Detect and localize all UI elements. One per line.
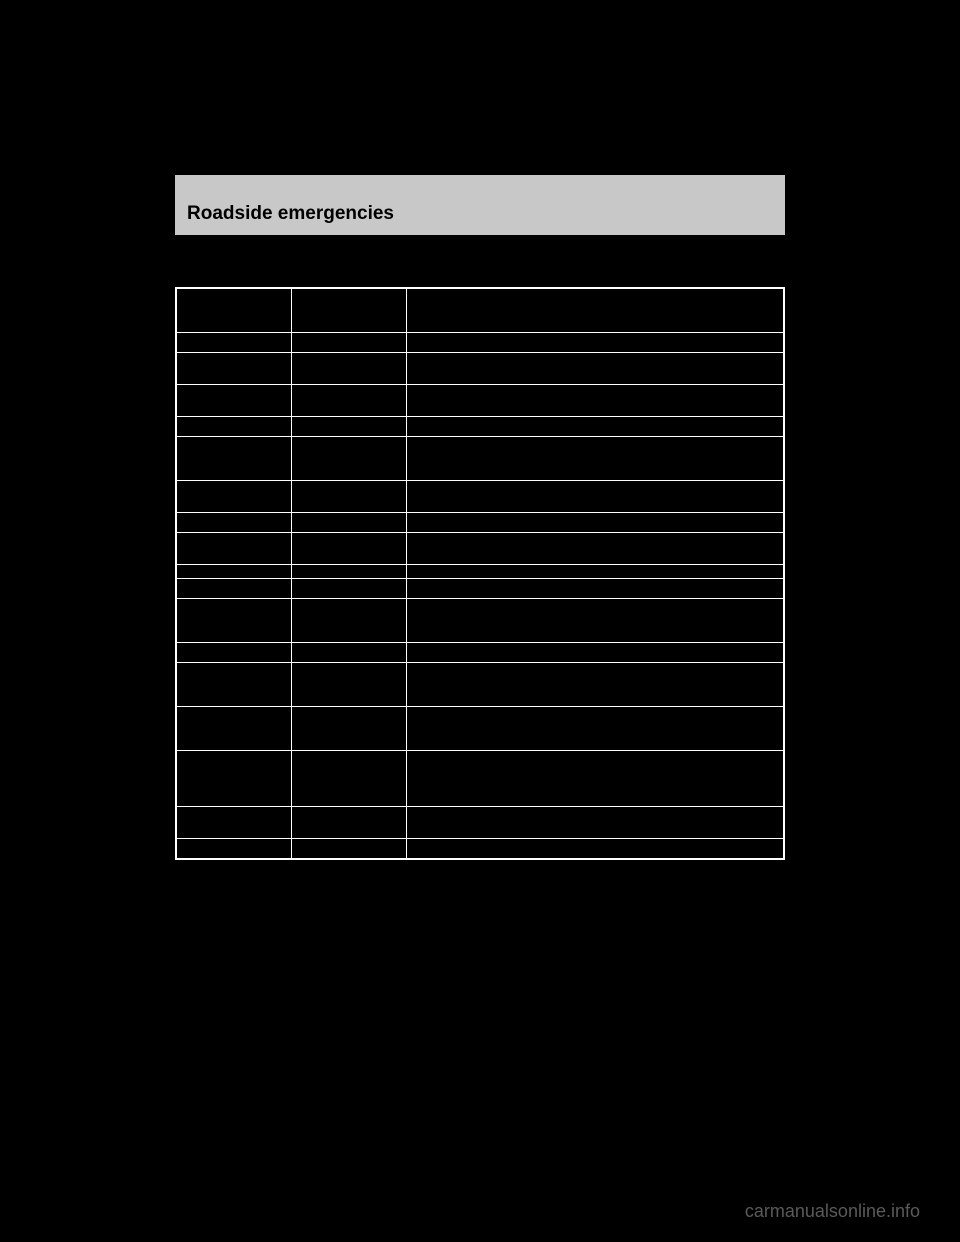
table-cell [292,751,407,807]
table-row [177,385,784,417]
page-title: Roadside emergencies [187,203,394,225]
table-cell [407,751,784,807]
table-cell [177,481,292,513]
table-cell [292,533,407,565]
table-cell [407,289,784,333]
table-cell [407,839,784,859]
table-row [177,333,784,353]
table-cell [292,579,407,599]
table-cell [407,533,784,565]
table-cell [407,807,784,839]
table-cell [292,643,407,663]
table-cell [177,417,292,437]
table-cell [407,599,784,643]
table [176,288,784,859]
table-cell [177,707,292,751]
watermark: carmanualsonline.info [745,1201,920,1222]
table-cell [177,437,292,481]
table-cell [292,839,407,859]
table-cell [407,565,784,579]
table-cell [177,807,292,839]
table-cell [407,417,784,437]
table-row [177,643,784,663]
table-cell [407,579,784,599]
table-cell [292,707,407,751]
table-cell [292,333,407,353]
table-row [177,513,784,533]
table-row [177,599,784,643]
table-cell [177,599,292,643]
table-cell [292,513,407,533]
table-row [177,663,784,707]
table-cell [407,663,784,707]
table-cell [177,751,292,807]
table-cell [407,385,784,417]
table-row [177,565,784,579]
table-cell [292,663,407,707]
table-cell [177,533,292,565]
table-cell [292,437,407,481]
page-container: Roadside emergencies [175,175,785,860]
table-row [177,481,784,513]
table-cell [177,839,292,859]
table-cell [177,385,292,417]
table-cell [292,599,407,643]
table-row [177,289,784,333]
table-cell [177,353,292,385]
table-row [177,437,784,481]
table-row [177,707,784,751]
header-box: Roadside emergencies [175,175,785,235]
table-cell [177,579,292,599]
table-cell [292,417,407,437]
table-cell [177,565,292,579]
table-cell [292,289,407,333]
table-cell [292,807,407,839]
table-cell [407,513,784,533]
table-row [177,839,784,859]
table-row [177,533,784,565]
table-cell [407,333,784,353]
table-cell [407,481,784,513]
table-cell [292,353,407,385]
table-cell [177,663,292,707]
table-cell [177,289,292,333]
table-cell [407,707,784,751]
table-row [177,807,784,839]
table-row [177,353,784,385]
table-cell [407,437,784,481]
table-row [177,579,784,599]
table-row [177,751,784,807]
table-cell [292,385,407,417]
table-row [177,417,784,437]
table-cell [177,513,292,533]
table-cell [292,565,407,579]
table-cell [407,643,784,663]
fuse-table [175,287,785,860]
table-cell [407,353,784,385]
table-cell [292,481,407,513]
table-cell [177,333,292,353]
table-cell [177,643,292,663]
